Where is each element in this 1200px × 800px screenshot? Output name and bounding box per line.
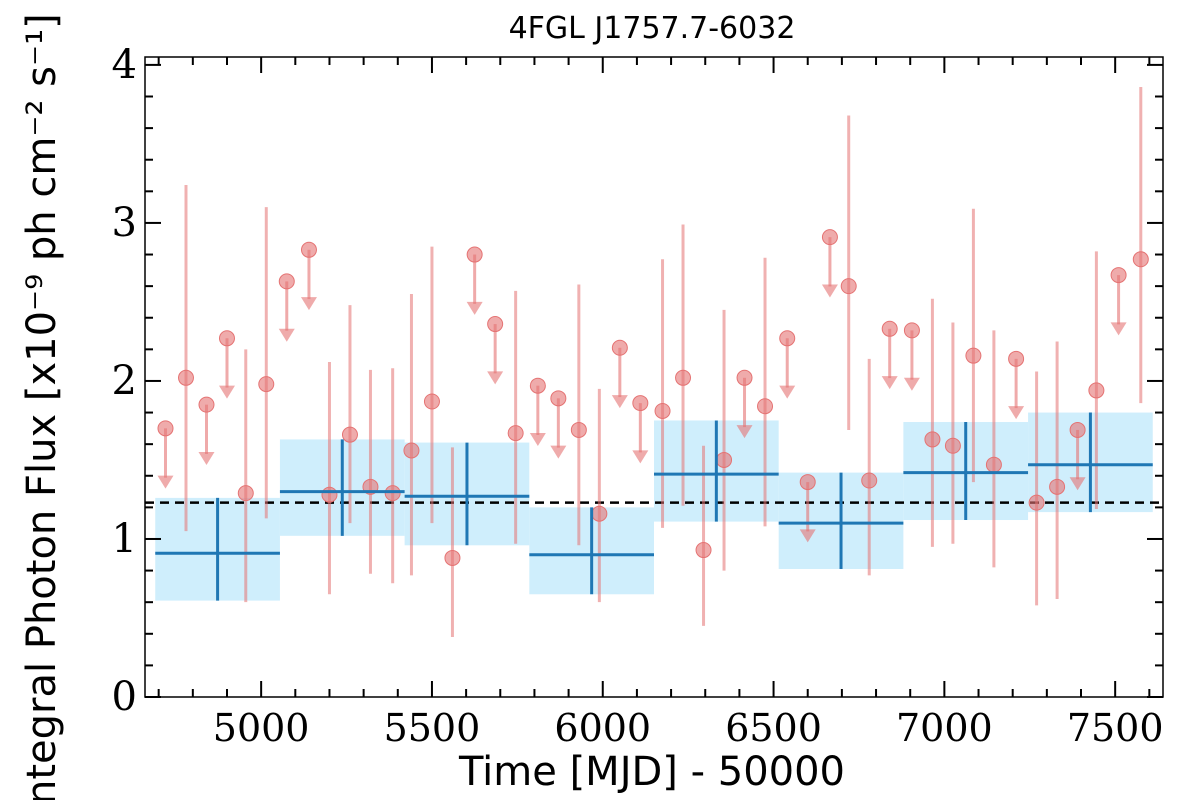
data-point xyxy=(237,485,254,502)
data-point xyxy=(466,246,483,263)
data-point xyxy=(675,369,692,386)
upper-limit-arrow xyxy=(278,328,295,342)
data-point xyxy=(903,322,920,339)
data-point xyxy=(1049,478,1066,495)
y-tick-label: 1 xyxy=(112,516,137,562)
data-point xyxy=(177,369,194,386)
data-point xyxy=(611,339,628,356)
x-tick-label: 5000 xyxy=(213,706,310,750)
plot-frame xyxy=(144,56,1164,698)
y-tick-label: 2 xyxy=(112,358,137,404)
upper-limit-arrow xyxy=(632,450,649,464)
data-point xyxy=(300,241,317,258)
upper-limit-arrow xyxy=(1008,406,1025,420)
upper-limit-arrow xyxy=(466,301,483,315)
upper-limit-arrow xyxy=(300,297,317,311)
data-point xyxy=(632,395,649,412)
data-point xyxy=(654,402,671,419)
data-point xyxy=(1110,267,1127,284)
upper-limit-arrow xyxy=(487,371,504,385)
x-tick-label: 6500 xyxy=(725,706,822,750)
upper-limit-arrow xyxy=(799,529,816,543)
data-point xyxy=(198,396,215,413)
plot-area xyxy=(145,87,1163,637)
data-point xyxy=(258,376,275,393)
data-point xyxy=(695,542,712,559)
upper-limit-arrow xyxy=(903,377,920,391)
data-point xyxy=(965,347,982,364)
data-point xyxy=(779,330,796,347)
data-point xyxy=(550,390,567,407)
upper-limit-arrow xyxy=(157,475,174,489)
upper-limit-arrow xyxy=(1069,477,1086,491)
upper-limit-arrow xyxy=(881,376,898,390)
data-point xyxy=(881,320,898,337)
upper-limit-arrow xyxy=(198,451,215,465)
data-point xyxy=(278,273,295,290)
upper-limit-arrow xyxy=(218,385,235,399)
data-point xyxy=(444,549,461,566)
data-point xyxy=(591,505,608,522)
x-tick-label: 5500 xyxy=(384,706,481,750)
x-tick-label: 6000 xyxy=(554,706,651,750)
data-point xyxy=(218,330,235,347)
upper-limit-arrow xyxy=(779,385,796,399)
y-tick-label: 3 xyxy=(112,200,137,246)
data-point xyxy=(157,420,174,437)
data-point xyxy=(821,229,838,246)
data-point xyxy=(1069,421,1086,438)
upper-limit-arrow xyxy=(821,284,838,298)
data-point xyxy=(757,398,774,415)
data-point xyxy=(716,451,733,468)
data-point xyxy=(341,426,358,443)
x-axis-label: Time [MJD] - 50000 xyxy=(458,749,845,795)
data-point xyxy=(403,442,420,459)
x-tick-label: 7500 xyxy=(1067,706,1164,750)
data-point xyxy=(1132,251,1149,268)
upper-limit-arrow xyxy=(529,433,546,446)
data-point xyxy=(1028,494,1045,511)
data-point xyxy=(840,278,857,295)
data-point xyxy=(507,425,524,442)
upper-limit-arrow xyxy=(611,395,628,409)
data-point xyxy=(1008,350,1025,367)
data-point xyxy=(570,421,587,438)
upper-limit-arrow xyxy=(550,445,567,459)
x-tick-label: 7000 xyxy=(896,706,993,750)
y-tick-label: 0 xyxy=(112,674,137,720)
data-point xyxy=(861,472,878,489)
axis-ticks: 5000 5500 6000 6500 7000 7500 0 1 2 3 4 xyxy=(112,42,1164,750)
data-point xyxy=(529,377,546,394)
data-point xyxy=(985,456,1002,473)
data-point xyxy=(924,431,941,448)
chart-title: 4FGL J1757.7-6032 xyxy=(509,11,796,46)
data-point xyxy=(944,437,961,454)
data-point xyxy=(736,369,753,386)
data-point xyxy=(487,316,504,333)
y-axis-label: Integral Photon Flux [x10⁻⁹ ph cm⁻² s⁻¹] xyxy=(19,13,65,800)
data-point xyxy=(799,474,816,491)
upper-limit-arrow xyxy=(736,425,753,439)
data-point xyxy=(1088,382,1105,399)
data-point xyxy=(321,486,338,503)
y-tick-label: 4 xyxy=(112,42,137,88)
data-point xyxy=(384,485,401,502)
data-point xyxy=(423,393,440,410)
upper-limit-arrow xyxy=(1110,322,1127,336)
